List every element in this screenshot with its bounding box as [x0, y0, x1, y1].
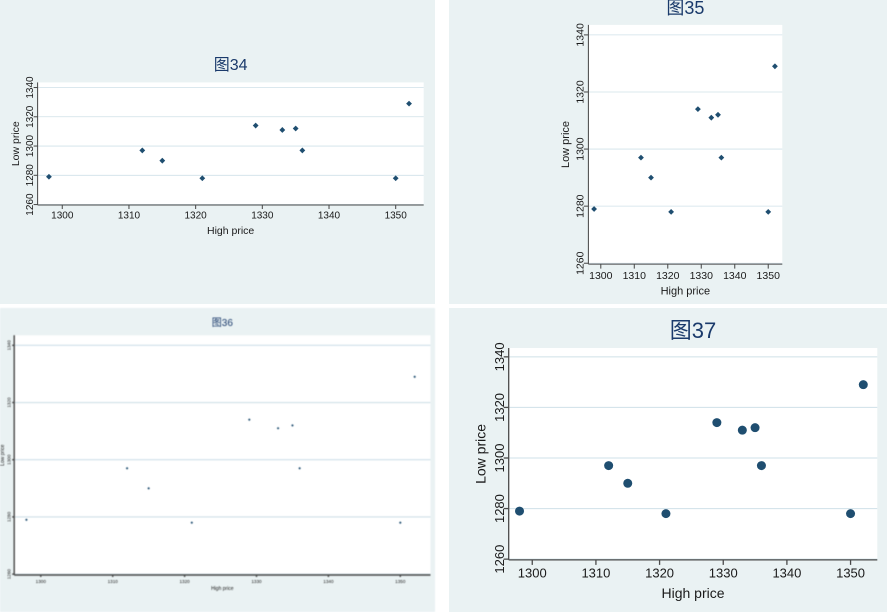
svg-text:1310: 1310	[118, 210, 141, 221]
svg-text:High price: High price	[661, 286, 711, 298]
svg-text:1300: 1300	[51, 210, 74, 221]
svg-text:Low price: Low price	[473, 424, 489, 484]
svg-text:1340: 1340	[492, 342, 507, 371]
svg-text:1300: 1300	[575, 137, 587, 161]
svg-text:1300: 1300	[518, 565, 547, 580]
svg-text:Low price: Low price	[560, 121, 572, 168]
svg-text:1310: 1310	[581, 565, 610, 580]
svg-text:1260: 1260	[6, 569, 11, 580]
svg-text:1260: 1260	[25, 193, 36, 216]
svg-text:1260: 1260	[575, 251, 587, 275]
svg-text:1320: 1320	[645, 565, 674, 580]
svg-text:High price: High price	[661, 585, 724, 601]
svg-text:1280: 1280	[575, 194, 587, 218]
svg-text:1330: 1330	[251, 210, 274, 221]
svg-text:1340: 1340	[323, 579, 334, 584]
svg-text:1320: 1320	[25, 105, 36, 128]
svg-text:1350: 1350	[757, 270, 781, 282]
svg-text:图35: 图35	[666, 0, 704, 18]
svg-text:High price: High price	[207, 225, 254, 237]
svg-text:1340: 1340	[772, 565, 801, 580]
svg-text:1320: 1320	[656, 270, 680, 282]
svg-text:High price: High price	[211, 586, 234, 592]
svg-text:1300: 1300	[6, 454, 11, 465]
svg-text:1320: 1320	[6, 397, 11, 408]
svg-text:1300: 1300	[36, 579, 47, 584]
svg-text:1330: 1330	[690, 270, 714, 282]
svg-text:Low price: Low price	[10, 121, 22, 166]
svg-text:1330: 1330	[251, 579, 262, 584]
svg-text:1340: 1340	[318, 210, 341, 221]
svg-text:1310: 1310	[623, 270, 647, 282]
svg-text:1300: 1300	[492, 444, 507, 473]
svg-text:1300: 1300	[589, 270, 613, 282]
svg-text:1310: 1310	[108, 579, 119, 584]
svg-text:1320: 1320	[575, 80, 587, 104]
svg-text:1280: 1280	[492, 494, 507, 523]
svg-text:1320: 1320	[179, 579, 190, 584]
svg-text:Low price: Low price	[0, 444, 6, 466]
svg-text:1320: 1320	[492, 393, 507, 422]
svg-text:1350: 1350	[385, 210, 408, 221]
svg-text:图37: 图37	[670, 318, 716, 343]
svg-text:1340: 1340	[723, 270, 747, 282]
svg-text:1280: 1280	[25, 164, 36, 187]
svg-text:1350: 1350	[836, 565, 865, 580]
svg-text:1350: 1350	[395, 579, 406, 584]
svg-text:1330: 1330	[709, 565, 738, 580]
svg-text:1340: 1340	[25, 76, 36, 99]
svg-text:图34: 图34	[214, 57, 248, 74]
svg-text:1320: 1320	[185, 210, 208, 221]
svg-text:1300: 1300	[25, 134, 36, 157]
svg-text:图36: 图36	[212, 317, 234, 329]
svg-text:1340: 1340	[575, 23, 587, 47]
svg-text:1280: 1280	[6, 511, 11, 522]
svg-text:1340: 1340	[6, 340, 11, 351]
svg-text:1260: 1260	[492, 545, 507, 574]
